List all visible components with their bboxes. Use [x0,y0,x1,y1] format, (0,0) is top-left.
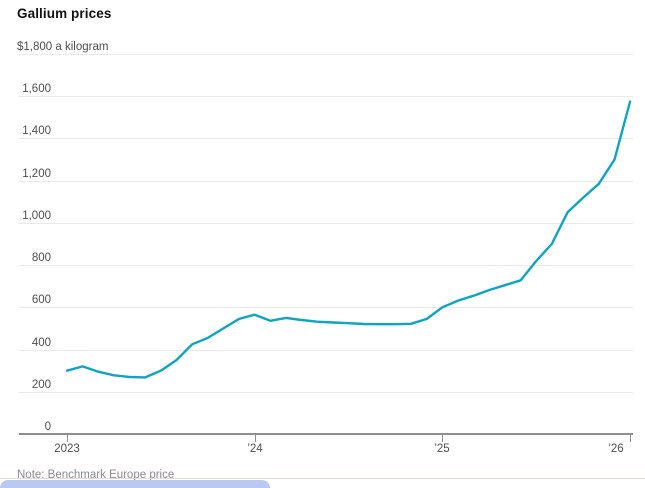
gridline [19,350,633,351]
x-axis-tick-2023 [67,434,68,442]
y-axis-label-0: 0 [44,421,51,433]
price-line-series [65,100,632,379]
x-axis-label-26: ’26 [608,443,624,455]
y-axis-label-400: 400 [31,337,51,349]
bottom-overlay-bar [0,480,270,488]
x-axis-line [19,433,633,435]
y-axis-label-600: 600 [31,294,51,306]
x-axis-tick-26 [630,434,631,442]
gridline [19,96,633,97]
gridline [19,265,633,266]
y-axis-label-1600: 1,600 [22,83,51,95]
chart-title: Gallium prices [17,6,112,21]
gridline [19,307,633,308]
x-axis-tick-25 [442,434,443,442]
y-axis-label-800: 800 [31,252,51,264]
y-axis-label-1400: 1,400 [22,125,51,137]
gridline [19,138,633,139]
x-axis-label-24: ’24 [247,443,263,455]
gridline [19,181,633,182]
gridline [19,223,633,224]
bottom-divider-line [0,478,645,479]
x-axis-tick-24 [255,434,256,442]
gridline [19,392,633,393]
x-axis-label-2023: 2023 [54,443,80,455]
y-axis-label-1000: 1,000 [22,210,51,222]
y-axis-label-1200: 1,200 [22,168,51,180]
gridline [19,54,633,55]
y-axis-label-1800: $1,800 a kilogram [17,41,109,53]
x-axis-label-25: ’25 [434,443,450,455]
y-axis-label-200: 200 [31,379,51,391]
